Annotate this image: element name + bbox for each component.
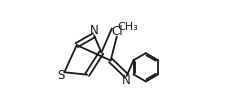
Text: S: S <box>58 69 65 82</box>
Text: N: N <box>90 24 99 37</box>
Text: Cl: Cl <box>112 25 123 38</box>
Text: N: N <box>122 74 130 87</box>
Text: CH₃: CH₃ <box>118 22 139 32</box>
